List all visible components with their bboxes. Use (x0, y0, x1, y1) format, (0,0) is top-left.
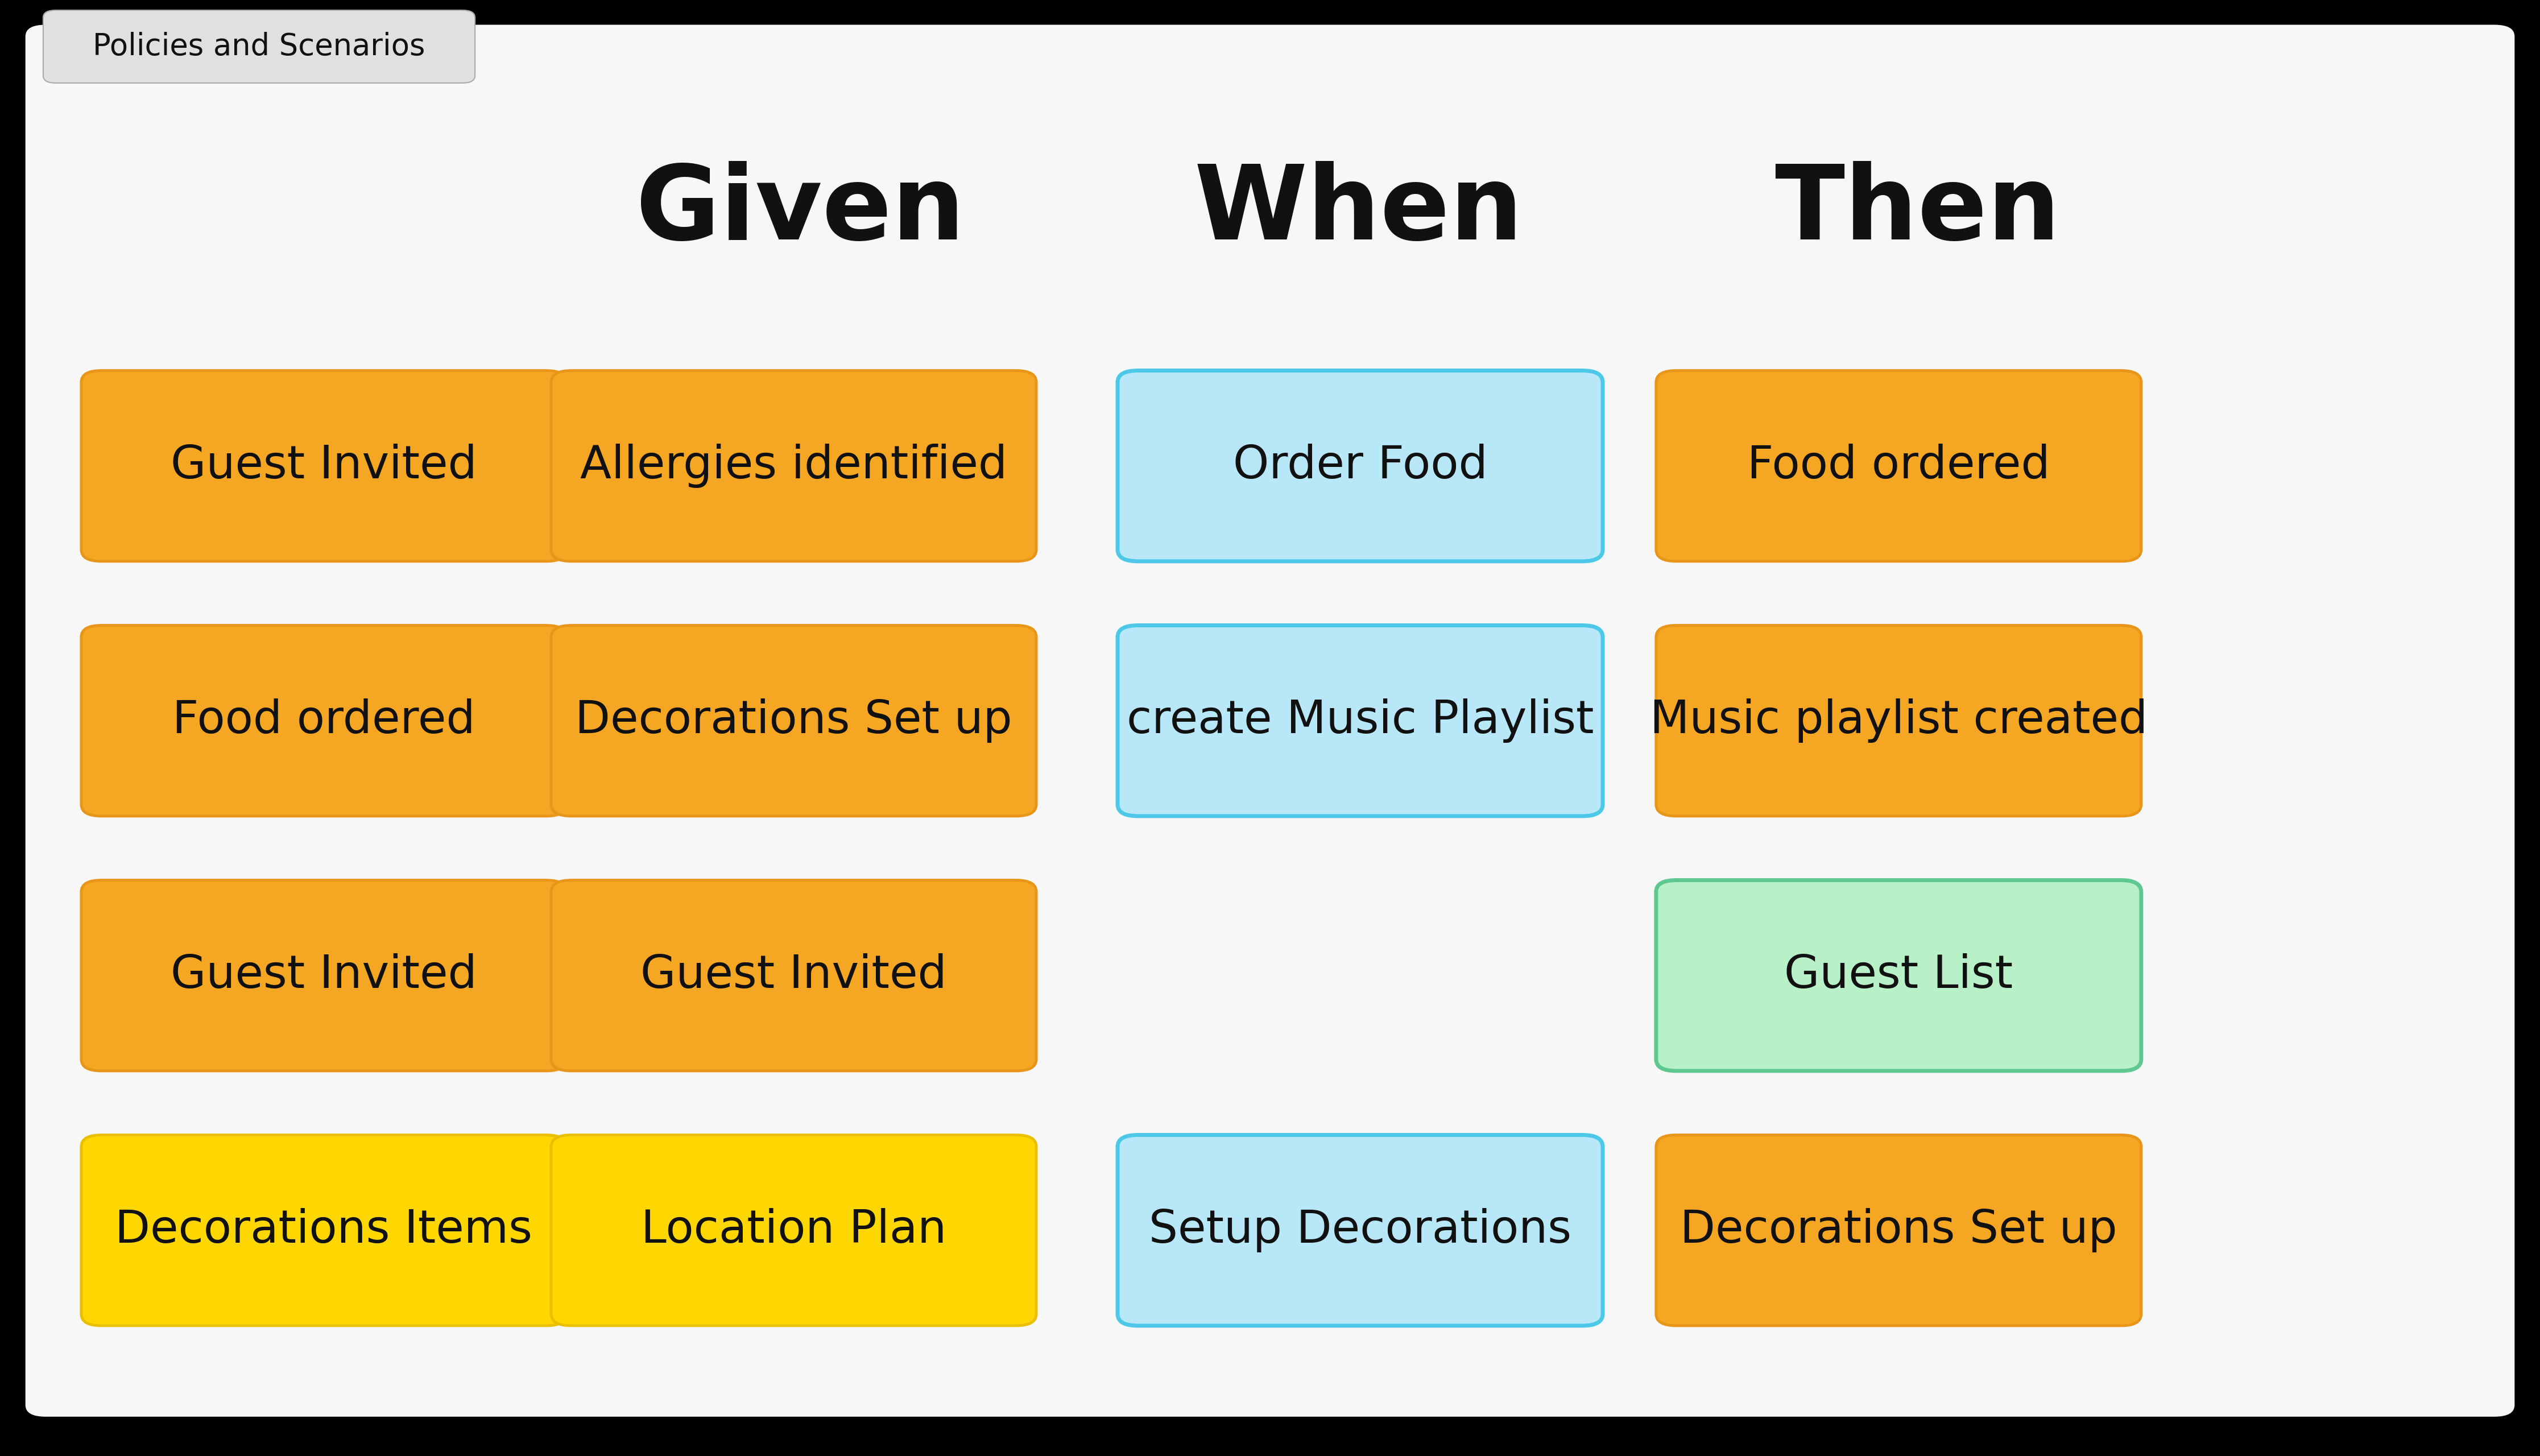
Text: Location Plan: Location Plan (640, 1208, 947, 1252)
Text: Guest Invited: Guest Invited (170, 954, 478, 997)
FancyBboxPatch shape (551, 1136, 1036, 1325)
Text: Food ordered: Food ordered (1748, 444, 2050, 488)
FancyBboxPatch shape (551, 626, 1036, 815)
Text: Guest Invited: Guest Invited (640, 954, 947, 997)
FancyBboxPatch shape (1118, 1136, 1603, 1325)
Text: Guest Invited: Guest Invited (170, 444, 478, 488)
Text: Setup Decorations: Setup Decorations (1148, 1208, 1572, 1252)
FancyBboxPatch shape (43, 10, 475, 83)
FancyBboxPatch shape (1656, 1136, 2141, 1325)
Text: When: When (1194, 162, 1524, 261)
Text: Policies and Scenarios: Policies and Scenarios (94, 32, 424, 61)
FancyBboxPatch shape (1656, 370, 2141, 561)
Text: Decorations Set up: Decorations Set up (574, 699, 1013, 743)
FancyBboxPatch shape (551, 370, 1036, 561)
FancyBboxPatch shape (1656, 626, 2141, 815)
Text: Decorations Set up: Decorations Set up (1679, 1208, 2118, 1252)
FancyBboxPatch shape (81, 370, 566, 561)
FancyBboxPatch shape (81, 626, 566, 815)
FancyBboxPatch shape (81, 1136, 566, 1325)
Text: Guest List: Guest List (1783, 954, 2014, 997)
FancyBboxPatch shape (81, 879, 566, 1072)
FancyBboxPatch shape (1118, 370, 1603, 561)
Text: Allergies identified: Allergies identified (579, 444, 1008, 488)
Text: Order Food: Order Food (1232, 444, 1488, 488)
Text: Then: Then (1775, 162, 2060, 261)
FancyBboxPatch shape (25, 25, 2515, 1417)
Text: Given: Given (635, 162, 965, 261)
Text: Decorations Items: Decorations Items (114, 1208, 533, 1252)
FancyBboxPatch shape (551, 879, 1036, 1072)
Text: create Music Playlist: create Music Playlist (1128, 699, 1593, 743)
Text: Food ordered: Food ordered (173, 699, 475, 743)
FancyBboxPatch shape (1656, 879, 2141, 1072)
Text: Music playlist created: Music playlist created (1651, 699, 2146, 743)
FancyBboxPatch shape (1118, 626, 1603, 815)
